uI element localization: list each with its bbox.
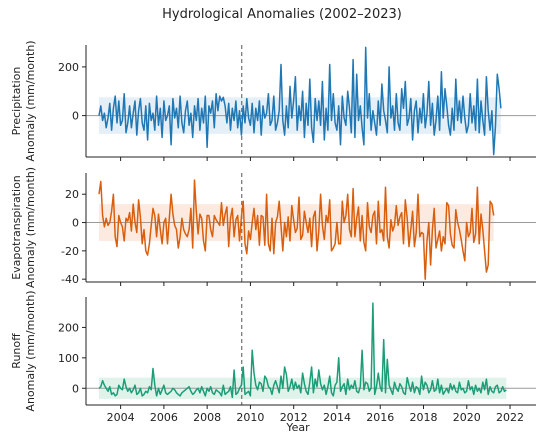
- y-tick-label: -20: [61, 245, 79, 258]
- y-axis-label-line: Precipitation: [10, 67, 23, 136]
- y-tick-label: 100: [58, 352, 79, 365]
- chart-title: Hydrological Anomalies (2002–2023): [162, 7, 402, 22]
- runoff-panel: 0 100 200 2004 2006 2008 2010 2012 2014 2016 2018 2…: [10, 290, 536, 424]
- y-axis-label: RunoffAnomaly (mm/month): [10, 290, 37, 411]
- y-tick-label: 20: [65, 188, 79, 201]
- x-tick-label: 2022: [496, 411, 524, 424]
- x-tick-label: 2020: [453, 411, 481, 424]
- x-tick-label: 2018: [410, 411, 438, 424]
- runoff-line: [98, 302, 507, 399]
- x-tick-label: 2008: [193, 411, 221, 424]
- evapotranspiration-panel: 20 0 -20 -40 EvapotranspirationAnomaly (mm/m…: [10, 167, 536, 288]
- x-tick-label: 2016: [366, 411, 394, 424]
- x-tick-label: 2012: [280, 411, 308, 424]
- precipitation-panel: 0 200 PrecipitationAnomaly (mm/month): [10, 40, 536, 162]
- y-tick-label: 200: [58, 321, 79, 334]
- y-tick-label: 0: [72, 110, 79, 123]
- y-tick-label: 0: [72, 382, 79, 395]
- y-axis-label-line: Anomaly (mm/month): [24, 167, 37, 288]
- y-tick-label: -40: [61, 273, 79, 286]
- y-axis-label-line: Anomaly (mm/month): [24, 290, 37, 411]
- precipitation-line: [98, 46, 502, 156]
- x-axis-label: Year: [285, 421, 310, 434]
- evapotranspiration-line: [98, 179, 495, 280]
- y-axis-label-line: Anomaly (mm/month): [24, 40, 37, 161]
- y-axis-label: PrecipitationAnomaly (mm/month): [10, 40, 37, 161]
- y-axis-label-line: Runoff: [10, 333, 23, 369]
- x-tick-label: 2014: [323, 411, 351, 424]
- x-tick-label: 2010: [236, 411, 264, 424]
- x-tick-label: 2004: [107, 411, 135, 424]
- y-axis-label-line: Evapotranspiration: [10, 175, 23, 280]
- y-tick-label: 200: [58, 61, 79, 74]
- y-tick-label: 0: [72, 217, 79, 230]
- x-tick-label: 2006: [150, 411, 178, 424]
- y-axis-label: EvapotranspirationAnomaly (mm/month): [10, 167, 37, 288]
